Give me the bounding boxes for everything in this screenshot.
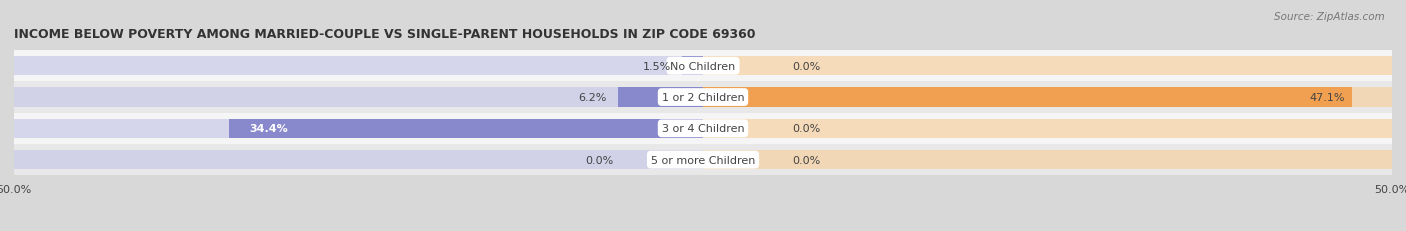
Text: 0.0%: 0.0%	[793, 61, 821, 71]
Text: 34.4%: 34.4%	[250, 124, 288, 134]
Text: 47.1%: 47.1%	[1309, 93, 1346, 103]
Bar	[14, 113, 1392, 144]
Bar	[14, 119, 703, 138]
Bar	[703, 119, 1392, 138]
Bar	[14, 144, 1392, 176]
Text: 0.0%: 0.0%	[585, 155, 613, 165]
Text: Source: ZipAtlas.com: Source: ZipAtlas.com	[1274, 12, 1385, 21]
Text: 3 or 4 Children: 3 or 4 Children	[662, 124, 744, 134]
Text: 5 or more Children: 5 or more Children	[651, 155, 755, 165]
Bar	[14, 150, 703, 170]
Text: INCOME BELOW POVERTY AMONG MARRIED-COUPLE VS SINGLE-PARENT HOUSEHOLDS IN ZIP COD: INCOME BELOW POVERTY AMONG MARRIED-COUPL…	[14, 28, 755, 41]
Text: No Children: No Children	[671, 61, 735, 71]
Bar	[14, 82, 1392, 113]
Bar	[703, 88, 1392, 107]
Bar	[682, 57, 703, 76]
Bar	[14, 57, 703, 76]
Text: 0.0%: 0.0%	[793, 155, 821, 165]
Bar	[229, 119, 703, 138]
Text: 0.0%: 0.0%	[793, 124, 821, 134]
Text: 6.2%: 6.2%	[578, 93, 606, 103]
Bar	[703, 150, 1392, 170]
Text: 1 or 2 Children: 1 or 2 Children	[662, 93, 744, 103]
Text: 1.5%: 1.5%	[643, 61, 671, 71]
Bar	[14, 88, 703, 107]
Bar	[703, 88, 1353, 107]
Bar	[617, 88, 703, 107]
Bar	[14, 51, 1392, 82]
Bar	[703, 57, 1392, 76]
